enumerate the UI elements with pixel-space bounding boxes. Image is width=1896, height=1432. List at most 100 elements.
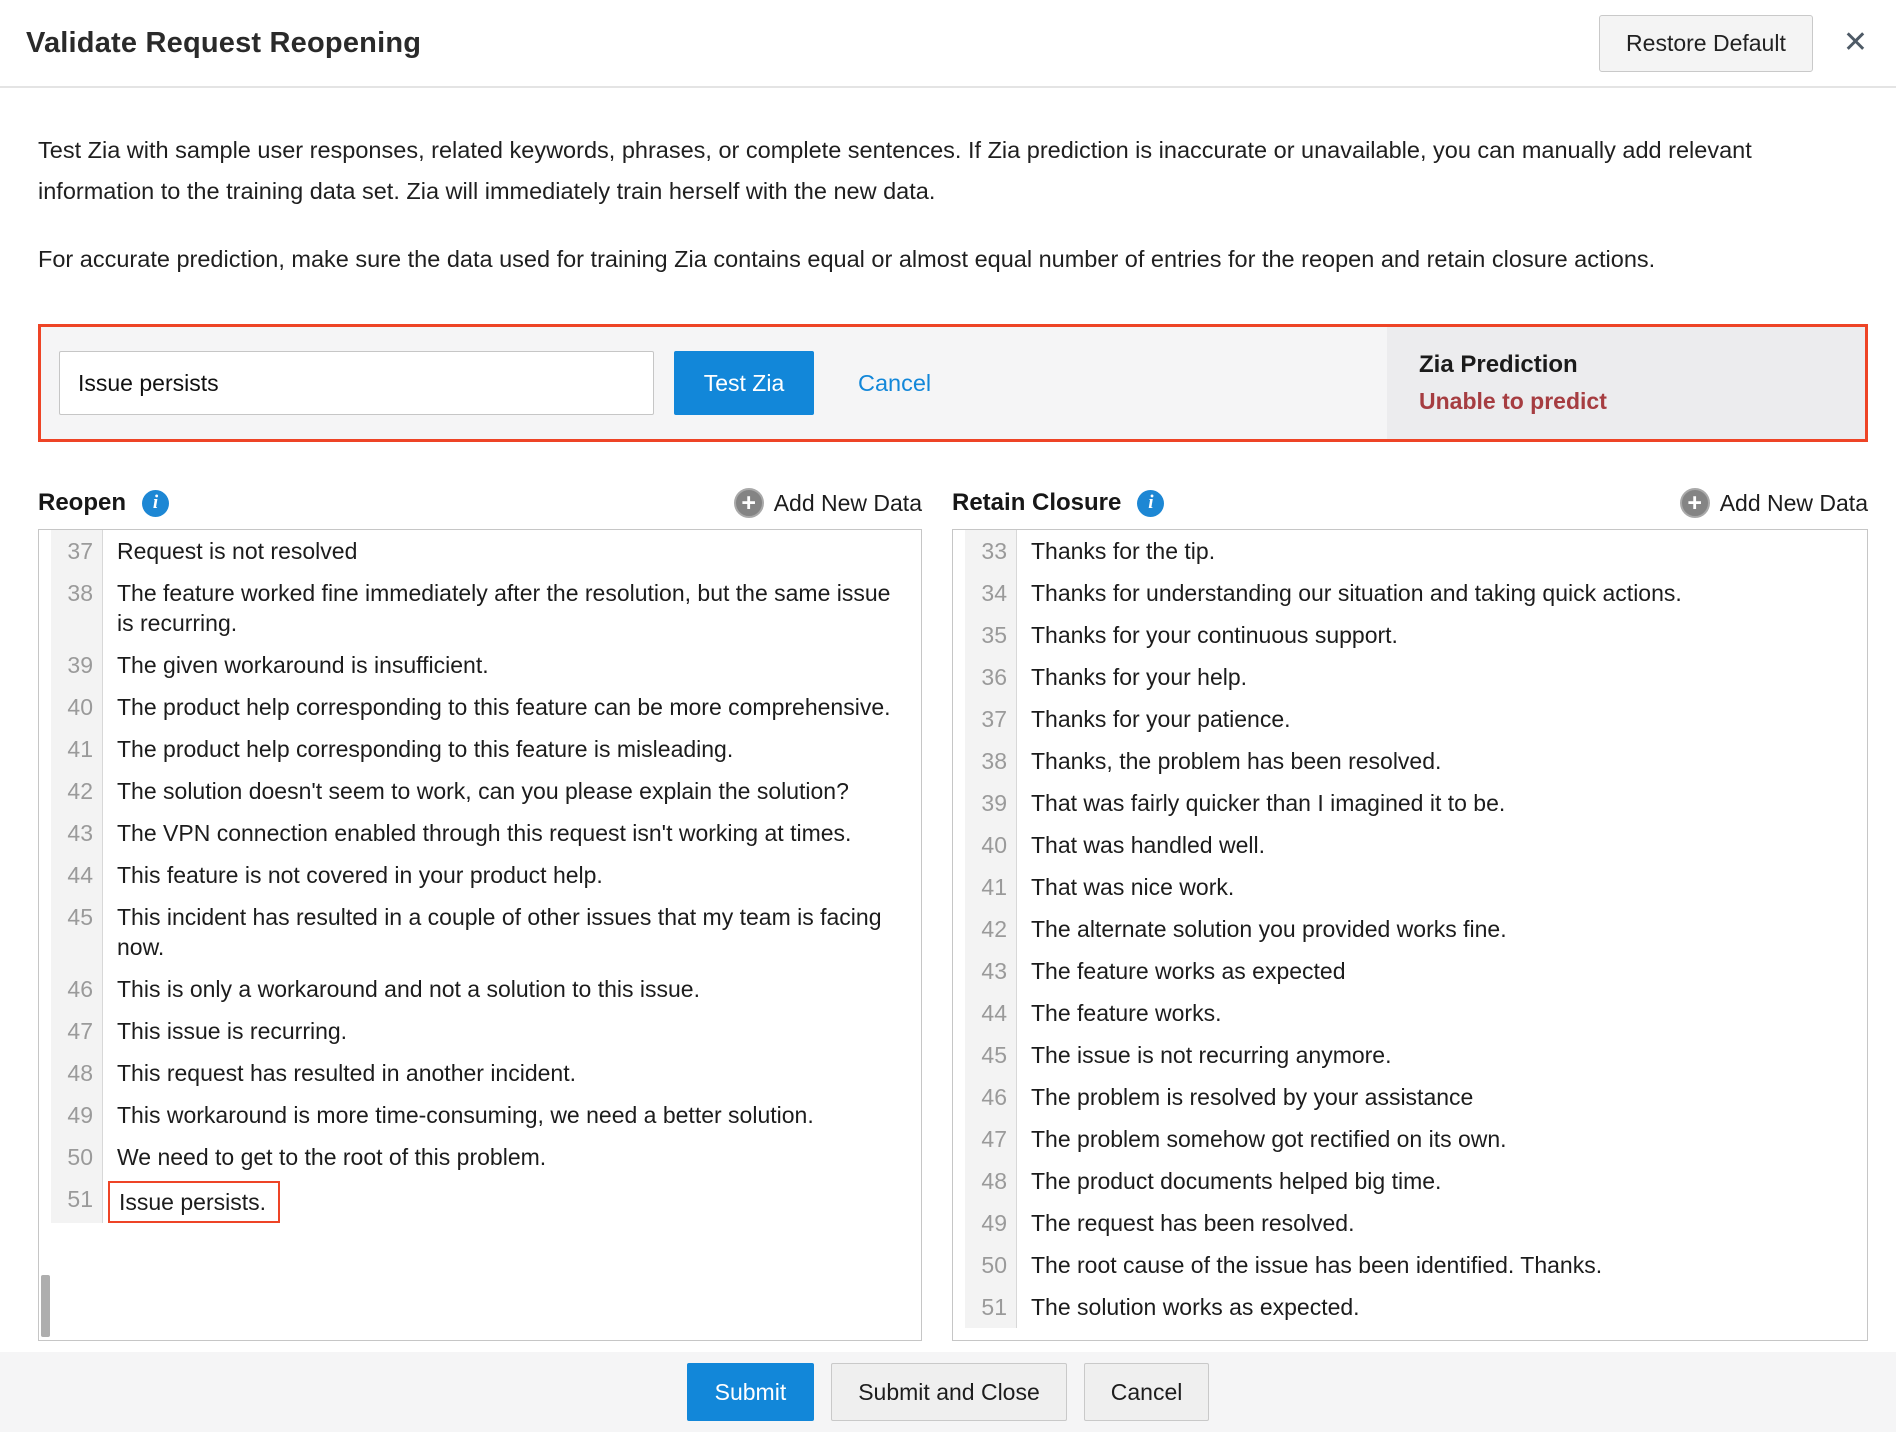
row-spacer bbox=[953, 1244, 965, 1286]
row-spacer bbox=[953, 992, 965, 1034]
list-item[interactable]: 41 That was nice work. bbox=[953, 866, 1867, 908]
row-number: 40 bbox=[51, 686, 103, 728]
row-text: Thanks for your continuous support. bbox=[1031, 622, 1398, 648]
row-number: 50 bbox=[51, 1136, 103, 1178]
row-spacer bbox=[953, 1034, 965, 1076]
retain-closure-title: Retain Closure bbox=[952, 489, 1122, 516]
dialog-footer: Submit Submit and Close Cancel bbox=[0, 1352, 1896, 1432]
retain-closure-column: Retain Closure i + Add New Data 33 Thanks… bbox=[952, 482, 1868, 1341]
row-spacer bbox=[39, 968, 51, 1010]
list-item[interactable]: 43 The VPN connection enabled through thi… bbox=[39, 812, 921, 854]
row-text: That was handled well. bbox=[1031, 832, 1265, 858]
restore-default-button[interactable]: Restore Default bbox=[1599, 14, 1813, 72]
list-item[interactable]: 49 This workaround is more time-consuming… bbox=[39, 1094, 921, 1136]
test-cancel-link[interactable]: Cancel bbox=[858, 369, 932, 396]
intro-text: Test Zia with sample user responses, rel… bbox=[38, 130, 1868, 280]
row-number: 41 bbox=[965, 866, 1017, 908]
row-number: 47 bbox=[965, 1118, 1017, 1160]
list-item[interactable]: 51 The solution works as expected. bbox=[953, 1286, 1867, 1328]
list-item[interactable]: 46 The problem is resolved by your assist… bbox=[953, 1076, 1867, 1118]
list-item[interactable]: 33 Thanks for the tip. bbox=[953, 530, 1867, 572]
row-text: That was nice work. bbox=[1031, 874, 1235, 900]
row-spacer bbox=[39, 1178, 51, 1223]
row-text: The feature worked fine immediately afte… bbox=[117, 580, 891, 636]
list-item[interactable]: 47 The problem somehow got rectified on i… bbox=[953, 1118, 1867, 1160]
plus-icon: + bbox=[1679, 488, 1710, 518]
cancel-button[interactable]: Cancel bbox=[1083, 1363, 1210, 1421]
row-number: 34 bbox=[965, 572, 1017, 614]
list-item[interactable]: 47 This issue is recurring. bbox=[39, 1010, 921, 1052]
list-item[interactable]: 38 Thanks, the problem has been resolved. bbox=[953, 740, 1867, 782]
row-text: The product documents helped big time. bbox=[1031, 1168, 1442, 1194]
row-spacer bbox=[953, 530, 965, 572]
list-item[interactable]: 44 The feature works. bbox=[953, 992, 1867, 1034]
row-spacer bbox=[39, 1094, 51, 1136]
list-item[interactable]: 50 The root cause of the issue has been i… bbox=[953, 1244, 1867, 1286]
list-item[interactable]: 48 The product documents helped big time. bbox=[953, 1160, 1867, 1202]
row-number: 45 bbox=[51, 896, 103, 968]
row-number: 39 bbox=[51, 644, 103, 686]
intro-paragraph-2: For accurate prediction, make sure the d… bbox=[38, 246, 1656, 272]
list-item[interactable]: 44 This feature is not covered in your pr… bbox=[39, 854, 921, 896]
list-item[interactable]: 39 That was fairly quicker than I imagine… bbox=[953, 782, 1867, 824]
row-spacer bbox=[39, 1052, 51, 1094]
test-phrase-input[interactable] bbox=[59, 351, 654, 415]
row-spacer bbox=[39, 896, 51, 968]
row-text: The solution doesn't seem to work, can y… bbox=[117, 778, 849, 804]
list-item[interactable]: 42 The alternate solution you provided wo… bbox=[953, 908, 1867, 950]
info-icon[interactable]: i bbox=[1137, 489, 1165, 517]
list-item[interactable]: 46 This is only a workaround and not a so… bbox=[39, 968, 921, 1010]
test-zia-button[interactable]: Test Zia bbox=[674, 351, 814, 415]
row-text: Issue persists. bbox=[103, 1178, 921, 1223]
row-spacer bbox=[39, 644, 51, 686]
row-text: We need to get to the root of this probl… bbox=[117, 1144, 547, 1170]
list-item[interactable]: 39 The given workaround is insufficient. bbox=[39, 644, 921, 686]
retain-add-new-data-button[interactable]: + Add New Data bbox=[1679, 488, 1868, 518]
list-item[interactable]: 45 This incident has resulted in a couple… bbox=[39, 896, 921, 968]
submit-button[interactable]: Submit bbox=[686, 1363, 815, 1421]
list-item[interactable]: 42 The solution doesn't seem to work, can… bbox=[39, 770, 921, 812]
retain-closure-list: 33 Thanks for the tip. 34 Thanks for unders… bbox=[952, 529, 1868, 1341]
list-item[interactable]: 49 The request has been resolved. bbox=[953, 1202, 1867, 1244]
close-icon[interactable]: ✕ bbox=[1842, 26, 1868, 59]
list-item[interactable]: 37 Request is not resolved bbox=[39, 530, 921, 572]
row-number: 44 bbox=[965, 992, 1017, 1034]
list-item[interactable]: 38 The feature worked fine immediately af… bbox=[39, 572, 921, 644]
list-item[interactable]: 35 Thanks for your continuous support. bbox=[953, 614, 1867, 656]
reopen-add-new-data-button[interactable]: + Add New Data bbox=[733, 488, 922, 518]
list-item[interactable]: 45 The issue is not recurring anymore. bbox=[953, 1034, 1867, 1076]
list-item[interactable]: 51 Issue persists. bbox=[39, 1178, 921, 1223]
row-number: 38 bbox=[51, 572, 103, 644]
row-number: 37 bbox=[965, 698, 1017, 740]
row-text: Thanks, the problem has been resolved. bbox=[1031, 748, 1442, 774]
info-icon[interactable]: i bbox=[142, 489, 170, 517]
row-spacer bbox=[953, 1202, 965, 1244]
row-text: This incident has resulted in a couple o… bbox=[117, 904, 882, 960]
row-spacer bbox=[39, 854, 51, 896]
row-number: 51 bbox=[965, 1286, 1017, 1328]
list-item[interactable]: 50 We need to get to the root of this pro… bbox=[39, 1136, 921, 1178]
row-number: 48 bbox=[965, 1160, 1017, 1202]
retain-column-header: Retain Closure i + Add New Data bbox=[952, 482, 1868, 524]
list-item[interactable]: 36 Thanks for your help. bbox=[953, 656, 1867, 698]
list-item[interactable]: 40 The product help corresponding to this… bbox=[39, 686, 921, 728]
list-item[interactable]: 43 The feature works as expected bbox=[953, 950, 1867, 992]
list-item[interactable]: 48 This request has resulted in another i… bbox=[39, 1052, 921, 1094]
submit-and-close-button[interactable]: Submit and Close bbox=[831, 1363, 1067, 1421]
list-item[interactable]: 41 The product help corresponding to this… bbox=[39, 728, 921, 770]
list-item[interactable]: 34 Thanks for understanding our situation… bbox=[953, 572, 1867, 614]
row-text: This request has resulted in another inc… bbox=[117, 1060, 576, 1086]
row-number: 35 bbox=[965, 614, 1017, 656]
row-spacer bbox=[39, 686, 51, 728]
row-spacer bbox=[953, 656, 965, 698]
row-number: 45 bbox=[965, 1034, 1017, 1076]
list-item[interactable]: 37 Thanks for your patience. bbox=[953, 698, 1867, 740]
reopen-column-header: Reopen i + Add New Data bbox=[38, 482, 922, 524]
row-number: 38 bbox=[965, 740, 1017, 782]
zia-prediction-title: Zia Prediction bbox=[1419, 351, 1578, 378]
scrollbar-thumb[interactable] bbox=[41, 1275, 50, 1337]
row-text: Request is not resolved bbox=[117, 538, 358, 564]
list-item[interactable]: 40 That was handled well. bbox=[953, 824, 1867, 866]
page-title: Validate Request Reopening bbox=[26, 26, 422, 59]
reopen-title: Reopen bbox=[38, 489, 127, 516]
